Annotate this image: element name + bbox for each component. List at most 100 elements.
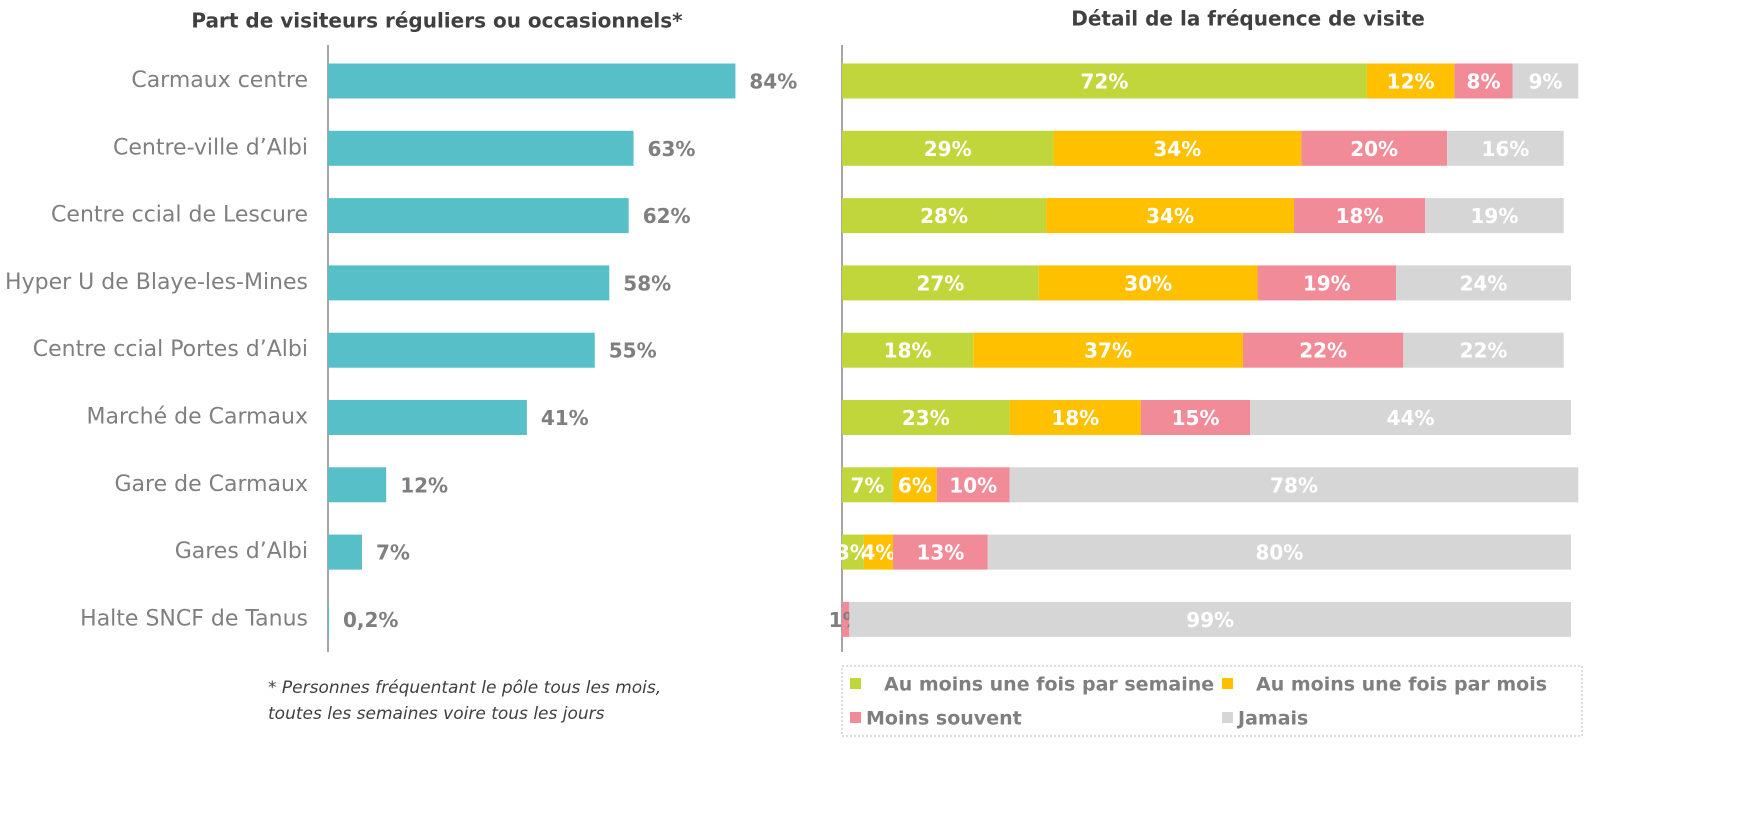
value-label: 41%: [541, 406, 589, 430]
footnote: * Personnes fréquentant le pôle tous les…: [268, 678, 661, 698]
value-label: 22%: [1460, 339, 1508, 363]
bar-segment: [1447, 130, 1564, 166]
legend-swatch: [1222, 678, 1233, 689]
value-label: 7%: [376, 541, 410, 565]
bar-segment: [893, 534, 988, 570]
value-label: 12%: [1387, 70, 1435, 94]
bar: [328, 130, 634, 166]
value-label: 23%: [902, 406, 950, 430]
category-label: Centre-ville d’Albi: [113, 135, 308, 160]
value-label: 18%: [1336, 204, 1384, 228]
chart-title: Part de visiteurs réguliers ou occasionn…: [191, 9, 683, 33]
value-label: 19%: [1303, 271, 1351, 295]
bar-segment: [1140, 400, 1251, 435]
value-label: 19%: [1471, 204, 1519, 228]
value-label: 8%: [1467, 70, 1501, 94]
bar-segment: [842, 601, 850, 637]
bar-segment: [1301, 130, 1448, 166]
value-label: 18%: [1051, 406, 1099, 430]
value-label: 7%: [851, 473, 885, 497]
value-label: 16%: [1481, 137, 1529, 161]
value-label: 18%: [884, 339, 932, 363]
bar-segment: [1512, 63, 1579, 99]
bar-segment: [842, 130, 1054, 166]
bar: [328, 400, 527, 435]
footnote: toutes les semaines voire tous les jours: [268, 704, 605, 724]
bar: [328, 534, 362, 570]
category-label: Gares d’Albi: [175, 539, 308, 564]
value-label: 37%: [1084, 339, 1132, 363]
value-label: 34%: [1146, 204, 1194, 228]
value-label: 34%: [1153, 137, 1201, 161]
bar-segment: [849, 601, 1571, 637]
bar-segment: [842, 265, 1039, 301]
bar-segment: [1038, 265, 1258, 301]
bar-segment: [842, 63, 1367, 99]
value-label: 15%: [1172, 406, 1220, 430]
legend-swatch: [850, 712, 861, 723]
value-label: 28%: [920, 204, 968, 228]
bar-segment: [1366, 63, 1455, 99]
value-label: 10%: [949, 473, 997, 497]
bar-segment: [1250, 400, 1571, 435]
value-label: 72%: [1081, 70, 1129, 94]
category-label: Carmaux centre: [131, 68, 308, 93]
value-label: 12%: [400, 473, 448, 497]
bar-segment: [1257, 265, 1397, 301]
bar-segment: [1454, 63, 1513, 99]
value-label: 24%: [1460, 271, 1508, 295]
category-label: Marché de Carmaux: [87, 405, 308, 430]
value-label: 99%: [1186, 608, 1234, 632]
value-label: 6%: [898, 473, 932, 497]
bar-segment: [863, 534, 894, 570]
bar-segment: [893, 467, 937, 503]
bar-segment: [936, 467, 1010, 503]
value-label: 63%: [648, 137, 696, 161]
value-label: 29%: [924, 137, 972, 161]
value-label: 84%: [749, 70, 797, 94]
legend-label: Moins souvent: [866, 708, 1022, 730]
value-label: 13%: [916, 541, 964, 565]
bar-segment: [1396, 265, 1571, 301]
bar-segment: [1425, 198, 1564, 234]
value-label: 20%: [1350, 137, 1398, 161]
bar: [328, 601, 329, 637]
value-label: 4%: [861, 541, 895, 565]
category-label: Centre ccial Portes d’Albi: [33, 337, 308, 362]
value-label: 62%: [643, 204, 691, 228]
bar-segment: [1242, 332, 1404, 368]
bar-segment: [842, 400, 1010, 435]
bar-segment: [1053, 130, 1302, 166]
legend-swatch: [1222, 712, 1233, 723]
bar-segment: [842, 534, 864, 570]
bar-segment: [987, 534, 1571, 570]
bar-segment: [842, 198, 1047, 234]
bar-segment: [973, 332, 1243, 368]
value-label: 44%: [1387, 406, 1435, 430]
bar-segment: [842, 467, 894, 503]
value-label: 30%: [1124, 271, 1172, 295]
bar-segment: [1293, 198, 1426, 234]
category-label: Hyper U de Blaye-les-Mines: [5, 270, 308, 295]
value-label: 27%: [916, 271, 964, 295]
legend-label: Au moins une fois par semaine: [884, 674, 1214, 696]
legend-box: [841, 665, 1583, 737]
value-label: 9%: [1529, 70, 1563, 94]
bar-segment: [1046, 198, 1294, 234]
bar: [328, 467, 387, 503]
category-label: Centre ccial de Lescure: [51, 203, 308, 228]
bar: [328, 63, 736, 99]
bar-segment: [1009, 400, 1141, 435]
bar-segment: [1009, 467, 1579, 503]
bar: [328, 265, 610, 301]
value-label: 0,2%: [343, 608, 398, 632]
value-label: 78%: [1270, 473, 1318, 497]
category-label: Halte SNCF de Tanus: [80, 606, 308, 631]
bar-segment: [842, 332, 974, 368]
value-label: 80%: [1255, 541, 1303, 565]
legend-label: Jamais: [1236, 708, 1308, 730]
category-label: Gare de Carmaux: [115, 472, 309, 497]
legend-label: Au moins une fois par mois: [1256, 674, 1547, 696]
bar-segment: [1403, 332, 1564, 368]
